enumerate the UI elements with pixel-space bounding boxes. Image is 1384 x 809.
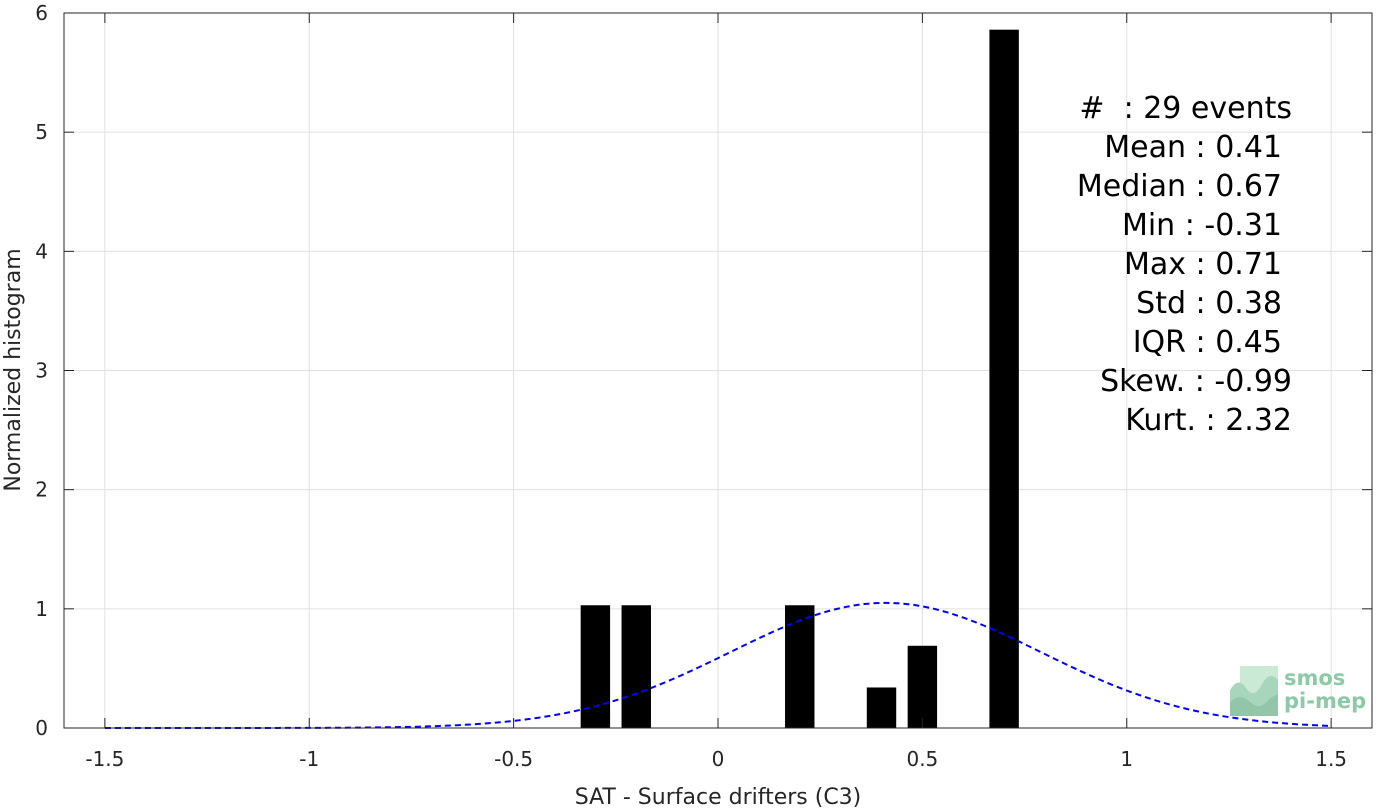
stat-median: Median : 0.67: [1077, 169, 1282, 204]
x-axis-label: SAT - Surface drifters (C3): [575, 785, 862, 809]
smos-pimep-logo: smos pi-mep: [1230, 666, 1366, 716]
y-tick-label-5: 5: [35, 120, 48, 144]
histogram-bar-2: [785, 605, 815, 728]
histogram-bar-1: [621, 605, 651, 728]
y-tick-label-3: 3: [35, 359, 48, 383]
logo-line1: smos: [1284, 666, 1345, 690]
histogram-bar-5: [989, 29, 1019, 728]
stats-annotation: # : 29 events Mean : 0.41 Median : 0.67 …: [1077, 91, 1292, 438]
wave-logo-icon: [1230, 666, 1278, 716]
stat-events: # : 29 events: [1079, 91, 1292, 126]
x-tick-labels: -1.5 -1 -0.5 0 0.5 1 1.5: [85, 747, 1347, 771]
x-tick-label-0: -1.5: [85, 747, 124, 771]
y-axis-label: Normalized histogram: [1, 248, 26, 491]
y-tick-label-0: 0: [35, 716, 48, 740]
stat-min: Min : -0.31: [1122, 208, 1282, 243]
stat-std: Std : 0.38: [1136, 286, 1282, 321]
x-tick-label-3: 0: [712, 747, 725, 771]
x-tick-label-4: 0.5: [906, 747, 938, 771]
x-tick-label-5: 1: [1120, 747, 1133, 771]
x-tick-label-1: -1: [299, 747, 319, 771]
stat-skew: Skew. : -0.99: [1100, 364, 1292, 399]
tick-marks: [64, 12, 1372, 729]
stat-kurt: Kurt. : 2.32: [1125, 403, 1292, 438]
stat-mean: Mean : 0.41: [1104, 130, 1282, 165]
stat-max: Max : 0.71: [1124, 247, 1282, 282]
histogram-bar-4: [907, 645, 938, 728]
y-tick-label-1: 1: [35, 597, 48, 621]
histogram-bar-0: [580, 605, 611, 728]
bars-group: [580, 29, 1019, 728]
y-tick-label-4: 4: [35, 239, 48, 263]
y-tick-label-2: 2: [35, 478, 48, 502]
y-tick-labels: 0 1 2 3 4 5 6: [35, 1, 48, 740]
stat-iqr: IQR : 0.45: [1133, 325, 1282, 360]
x-tick-label-2: -0.5: [494, 747, 533, 771]
y-tick-label-6: 6: [35, 1, 48, 25]
histogram-bar-3: [866, 687, 897, 728]
logo-line2: pi-mep: [1284, 689, 1366, 713]
x-tick-label-6: 1.5: [1315, 747, 1347, 771]
